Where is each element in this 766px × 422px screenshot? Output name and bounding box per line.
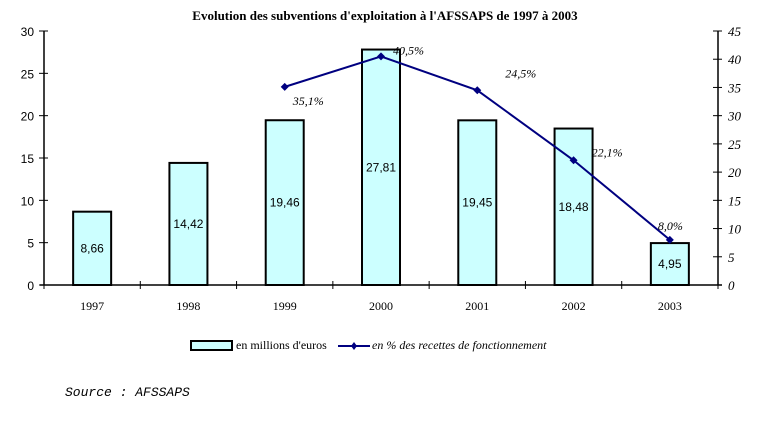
- bar-label-1998: 14,42: [173, 217, 203, 231]
- right-tick-label: 35: [727, 80, 742, 95]
- source-note: Source : AFSSAPS: [65, 385, 190, 400]
- right-tick-label: 30: [727, 109, 742, 124]
- left-tick-label: 10: [21, 194, 35, 208]
- right-tick-label: 0: [728, 278, 735, 293]
- bar-label-2002: 18,48: [559, 200, 589, 214]
- line-point-1999: [280, 82, 289, 91]
- axes: 0 5 10 15 20 25 30 0 5 10 15 20 25 30 35 40 45 1997 1998 19…: [21, 24, 742, 313]
- line-point-2000: [377, 52, 385, 61]
- line-point-label-2002: 22,1%: [592, 145, 623, 159]
- chart-title: Evolution des subventions d'exploitation…: [192, 8, 578, 23]
- bar-2002: [553, 127, 594, 286]
- x-tick-label: 2000: [369, 299, 393, 313]
- x-tick-label: 2002: [562, 299, 586, 313]
- right-tick-label: 15: [728, 193, 742, 208]
- line-point-label-2001: 24,5%: [505, 66, 536, 80]
- legend-line-marker: [351, 342, 357, 350]
- left-tick-label: 30: [21, 25, 35, 39]
- legend-bar-label: en millions d'euros: [236, 338, 327, 352]
- left-tick-label: 15: [21, 152, 35, 166]
- legend-bar-swatch: [190, 340, 233, 351]
- right-tick-label: 40: [728, 52, 742, 67]
- line-point-label-2000: 40,5%: [393, 43, 424, 57]
- legend-line-label: en % des recettes de fonctionnement: [372, 338, 547, 352]
- left-tick-label: 0: [27, 279, 34, 293]
- bar-label-1999: 19,46: [270, 196, 300, 210]
- left-tick-label: 5: [27, 237, 34, 251]
- bar-label-2000: 27,81: [366, 160, 396, 174]
- bar-label-2001: 19,45: [462, 196, 492, 210]
- line-point-2002: [569, 156, 578, 165]
- x-tick-label: 2001: [465, 299, 489, 313]
- bar-series: 8,66 14,42 19,46 27,81 19,45 18,48 4,95: [72, 48, 690, 287]
- right-tick-label: 5: [728, 250, 735, 265]
- right-tick-label: 20: [728, 165, 742, 180]
- right-tick-label: 25: [728, 137, 742, 152]
- left-tick-label: 20: [21, 110, 35, 124]
- bar-label-2003: 4,95: [658, 257, 682, 271]
- right-tick-label: 10: [728, 222, 742, 237]
- line-point-label-1999: 35,1%: [292, 94, 324, 108]
- line-point-2001: [473, 86, 482, 95]
- line-point-2003: [665, 235, 674, 244]
- line-series: 35,1% 40,5% 24,5% 22,1% 8,0%: [280, 43, 683, 244]
- x-tick-label: 1999: [273, 299, 297, 313]
- right-tick-label: 45: [728, 24, 742, 39]
- x-tick-label: 1997: [80, 299, 104, 313]
- x-tick-label: 1998: [176, 299, 200, 313]
- left-tick-label: 25: [21, 67, 35, 81]
- bar-2000: [361, 48, 401, 286]
- bar-label-1997: 8,66: [80, 241, 104, 255]
- legend: en millions d'euros en % des recettes de…: [190, 338, 547, 352]
- x-tick-label: 2003: [658, 299, 682, 313]
- line-point-label-2003: 8,0%: [658, 219, 683, 233]
